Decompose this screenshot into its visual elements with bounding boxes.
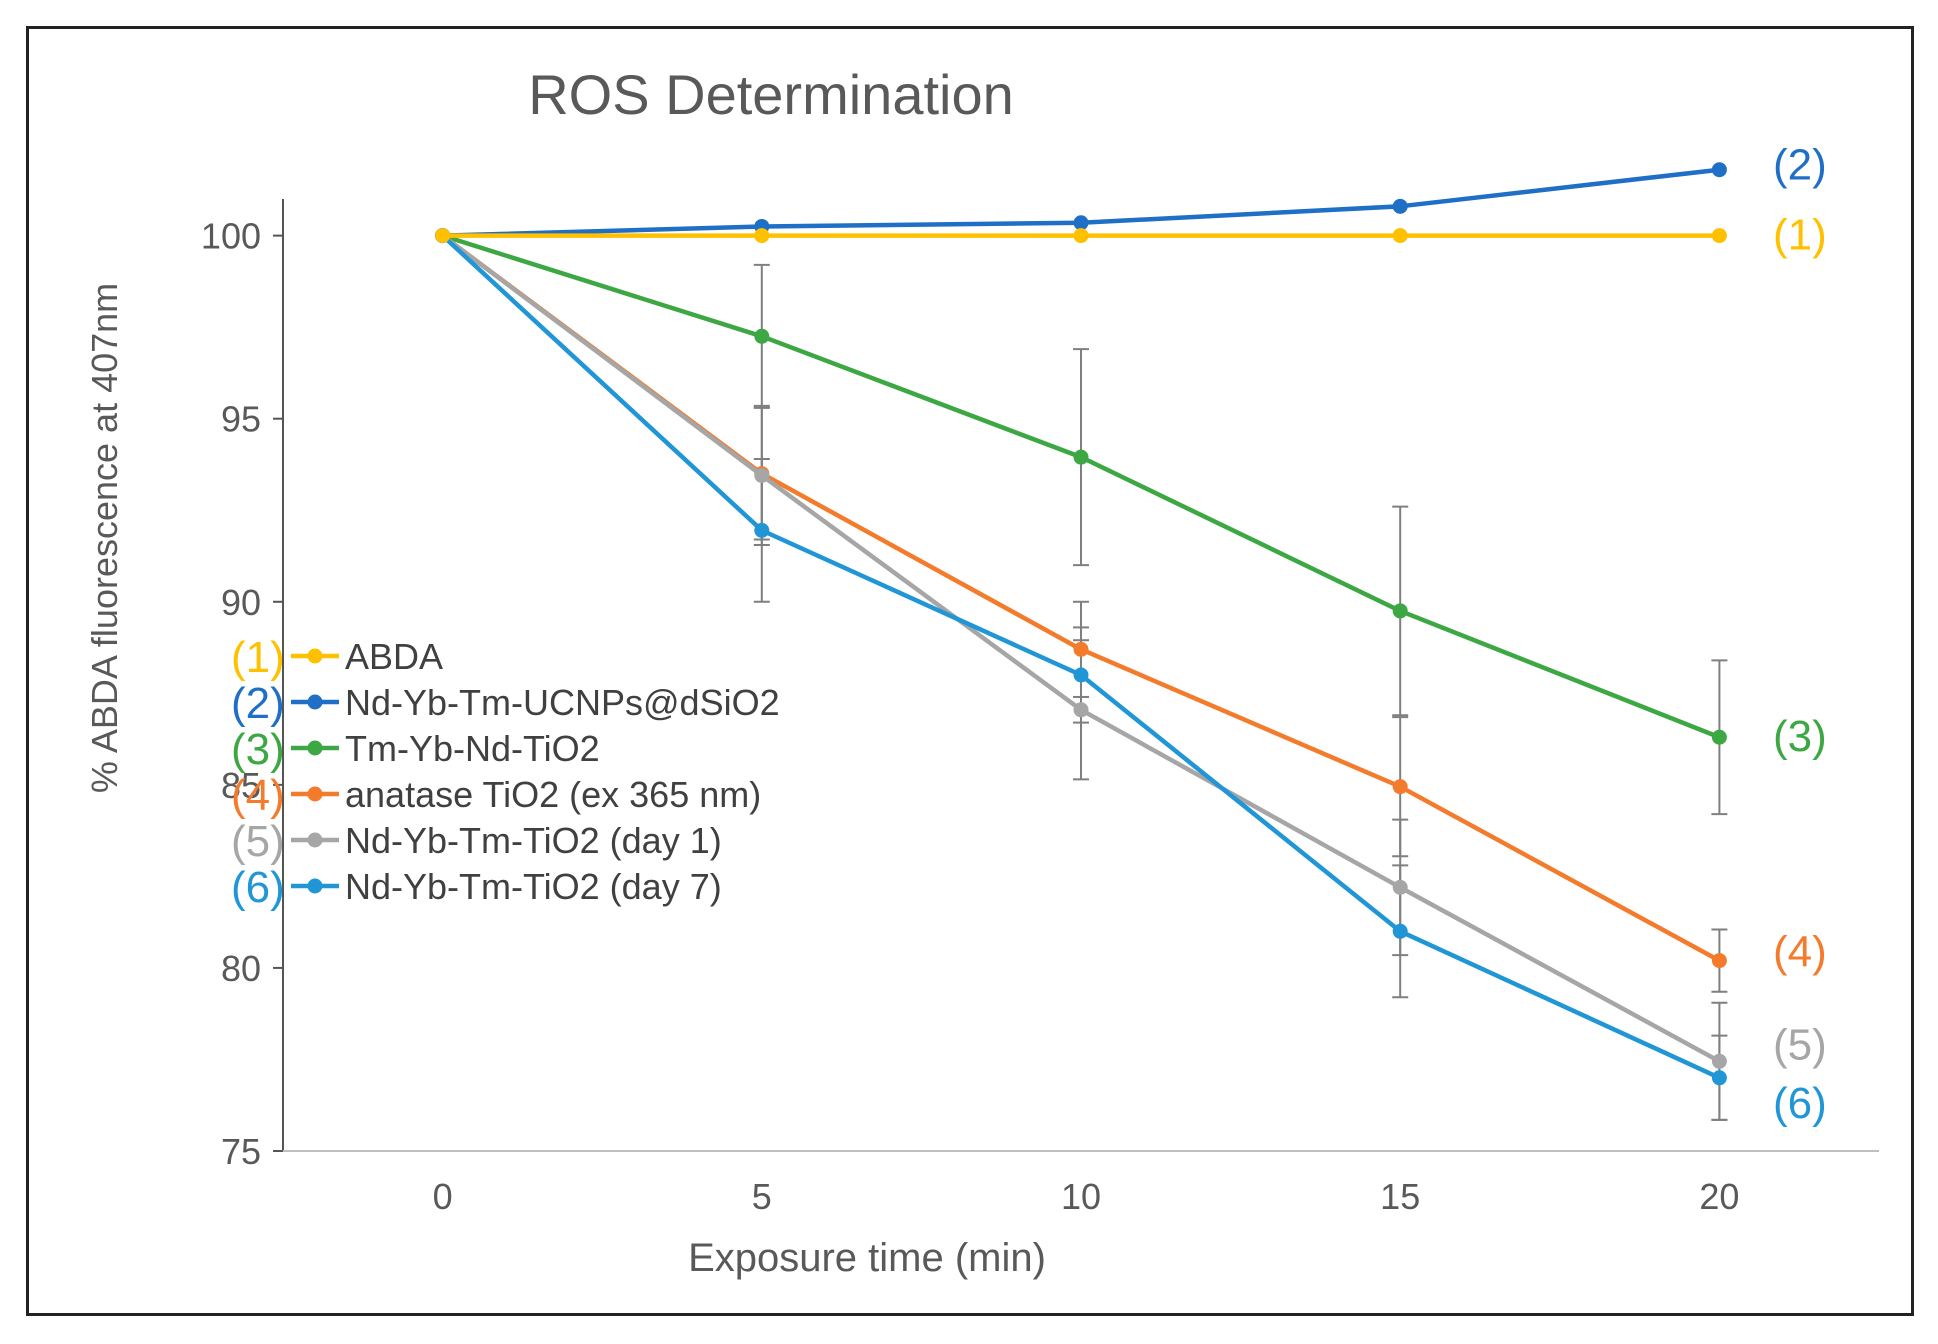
x-tick-label: 15 <box>1380 1176 1420 1217</box>
data-point-5 <box>1073 702 1089 718</box>
error-bars <box>753 263 1728 1121</box>
legend-swatch-marker-3 <box>307 740 323 756</box>
series-lines <box>435 162 1727 1086</box>
legend-tag-2: (2) <box>231 679 285 728</box>
end-label-5: (5) <box>1773 1020 1827 1069</box>
end-label-2: (2) <box>1773 141 1827 190</box>
data-point-6 <box>1711 1070 1727 1086</box>
y-tick-label: 95 <box>221 399 261 440</box>
y-axis-label: % ABDA fluorescence at 407nm <box>84 283 125 793</box>
legend-swatch-marker-1 <box>307 648 323 664</box>
data-point-1 <box>754 228 770 244</box>
data-point-5 <box>1392 879 1408 895</box>
legend-tag-3: (3) <box>231 725 285 774</box>
legend-tag-5: (5) <box>231 817 285 866</box>
data-point-3 <box>1711 729 1727 745</box>
legend-tag-1: (1) <box>231 633 285 682</box>
x-tick-label: 20 <box>1699 1176 1739 1217</box>
end-label-3: (3) <box>1773 712 1827 761</box>
data-point-4 <box>1711 953 1727 969</box>
data-point-1 <box>1073 228 1089 244</box>
legend-tag-4: (4) <box>231 771 285 820</box>
data-point-1 <box>1392 228 1408 244</box>
x-tick-label: 5 <box>752 1176 772 1217</box>
end-label-6: (6) <box>1773 1079 1827 1128</box>
data-point-2 <box>1392 198 1408 214</box>
data-point-6 <box>1073 667 1089 683</box>
legend-label-2: Nd-Yb-Tm-UCNPs@dSiO2 <box>345 682 780 723</box>
legend-label-6: Nd-Yb-Tm-TiO2 (day 7) <box>345 866 722 907</box>
data-point-4 <box>1073 641 1089 657</box>
x-tick-label: 0 <box>433 1176 453 1217</box>
legend-label-4: anatase TiO2 (ex 365 nm) <box>345 774 761 815</box>
y-tick-label: 85 <box>221 765 261 806</box>
data-point-4 <box>1392 779 1408 795</box>
axes: 75 80 85 90 95 100 0 5 10 15 20 <box>201 199 1879 1217</box>
end-labels: (1) (2) (3) (4) (5) (6) <box>1773 141 1827 1128</box>
chart-title: ROS Determination <box>528 63 1014 126</box>
data-point-6 <box>754 522 770 538</box>
x-axis-label: Exposure time (min) <box>688 1236 1046 1280</box>
chart-frame: ROS Determination % ABDA fluorescence at… <box>26 26 1914 1316</box>
data-point-3 <box>1073 449 1089 465</box>
legend-label-3: Tm-Yb-Nd-TiO2 <box>345 728 600 769</box>
data-point-5 <box>1711 1053 1727 1069</box>
data-point-5 <box>754 467 770 483</box>
data-point-2 <box>1711 162 1727 178</box>
data-point-3 <box>754 328 770 344</box>
y-tick-label: 90 <box>221 582 261 623</box>
y-tick-label: 100 <box>201 216 261 257</box>
legend-swatch-marker-2 <box>307 694 323 710</box>
legend-swatch-marker-5 <box>307 832 323 848</box>
legend-swatch-marker-4 <box>307 786 323 802</box>
data-point-2 <box>1073 215 1089 231</box>
legend-label-5: Nd-Yb-Tm-TiO2 (day 1) <box>345 820 722 861</box>
data-point-3 <box>1392 603 1408 619</box>
end-label-4: (4) <box>1773 928 1827 977</box>
chart-svg: ROS Determination % ABDA fluorescence at… <box>84 63 1879 1280</box>
legend: (1) ABDA (2) Nd-Yb-Tm-UCNPs@dSiO2 (3) Tm-Yb-N… <box>231 633 780 912</box>
legend-swatch-marker-6 <box>307 878 323 894</box>
y-tick-label: 80 <box>221 948 261 989</box>
y-tick-label: 75 <box>221 1131 261 1172</box>
legend-label-1: ABDA <box>345 636 443 677</box>
legend-tag-6: (6) <box>231 863 285 912</box>
x-tick-label: 10 <box>1061 1176 1101 1217</box>
data-point-6 <box>1392 923 1408 939</box>
data-point-1 <box>1711 228 1727 244</box>
data-point-1 <box>435 228 451 244</box>
end-label-1: (1) <box>1773 211 1827 260</box>
